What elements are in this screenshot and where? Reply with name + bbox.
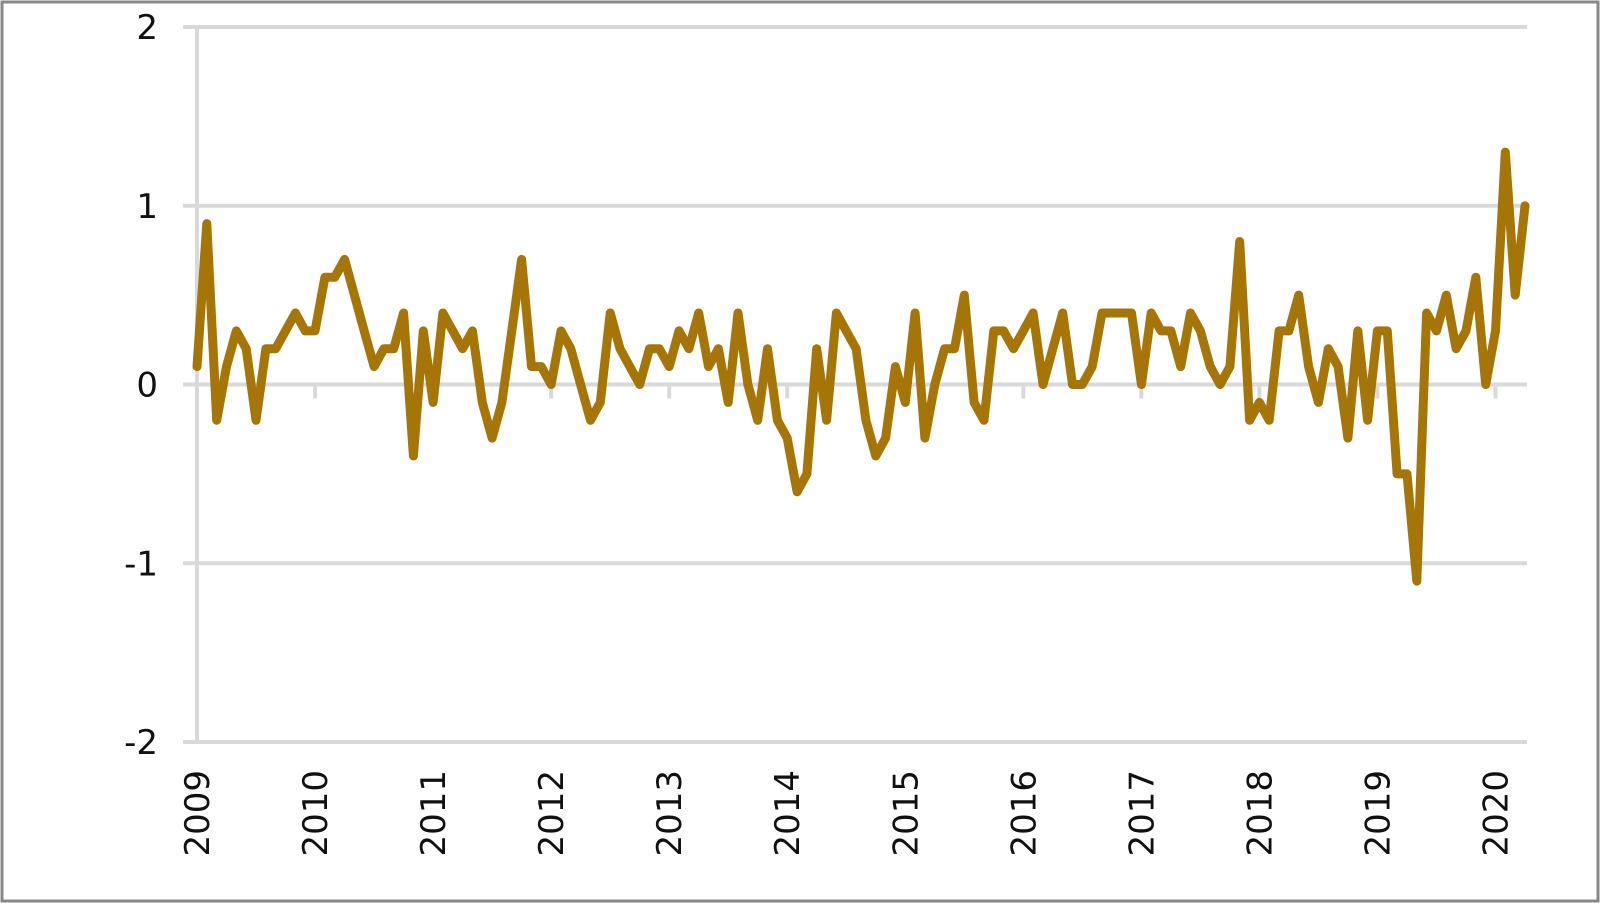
x-tick-label: 2013 bbox=[650, 770, 690, 857]
x-tick-label: 2020 bbox=[1476, 770, 1516, 857]
x-tick-label: 2017 bbox=[1122, 770, 1162, 857]
x-tick-label: 2011 bbox=[414, 770, 454, 857]
y-tick-label: 2 bbox=[136, 8, 158, 48]
x-tick-label: 2018 bbox=[1240, 770, 1280, 857]
x-tick-label: 2012 bbox=[532, 770, 572, 857]
y-tick-label: -1 bbox=[124, 544, 158, 584]
y-tick-label: 0 bbox=[136, 366, 158, 406]
y-tick-label: -2 bbox=[124, 723, 158, 763]
data-line bbox=[192, 147, 1530, 586]
x-tick-label: 2009 bbox=[178, 770, 218, 857]
x-tick-label: 2015 bbox=[886, 770, 926, 857]
y-tick-label: 1 bbox=[136, 187, 158, 227]
x-tick-label: 2016 bbox=[1004, 770, 1044, 857]
x-tick-label: 2019 bbox=[1358, 770, 1398, 857]
x-tick-label: 2014 bbox=[768, 770, 808, 857]
x-tick-label: 2010 bbox=[296, 770, 336, 857]
